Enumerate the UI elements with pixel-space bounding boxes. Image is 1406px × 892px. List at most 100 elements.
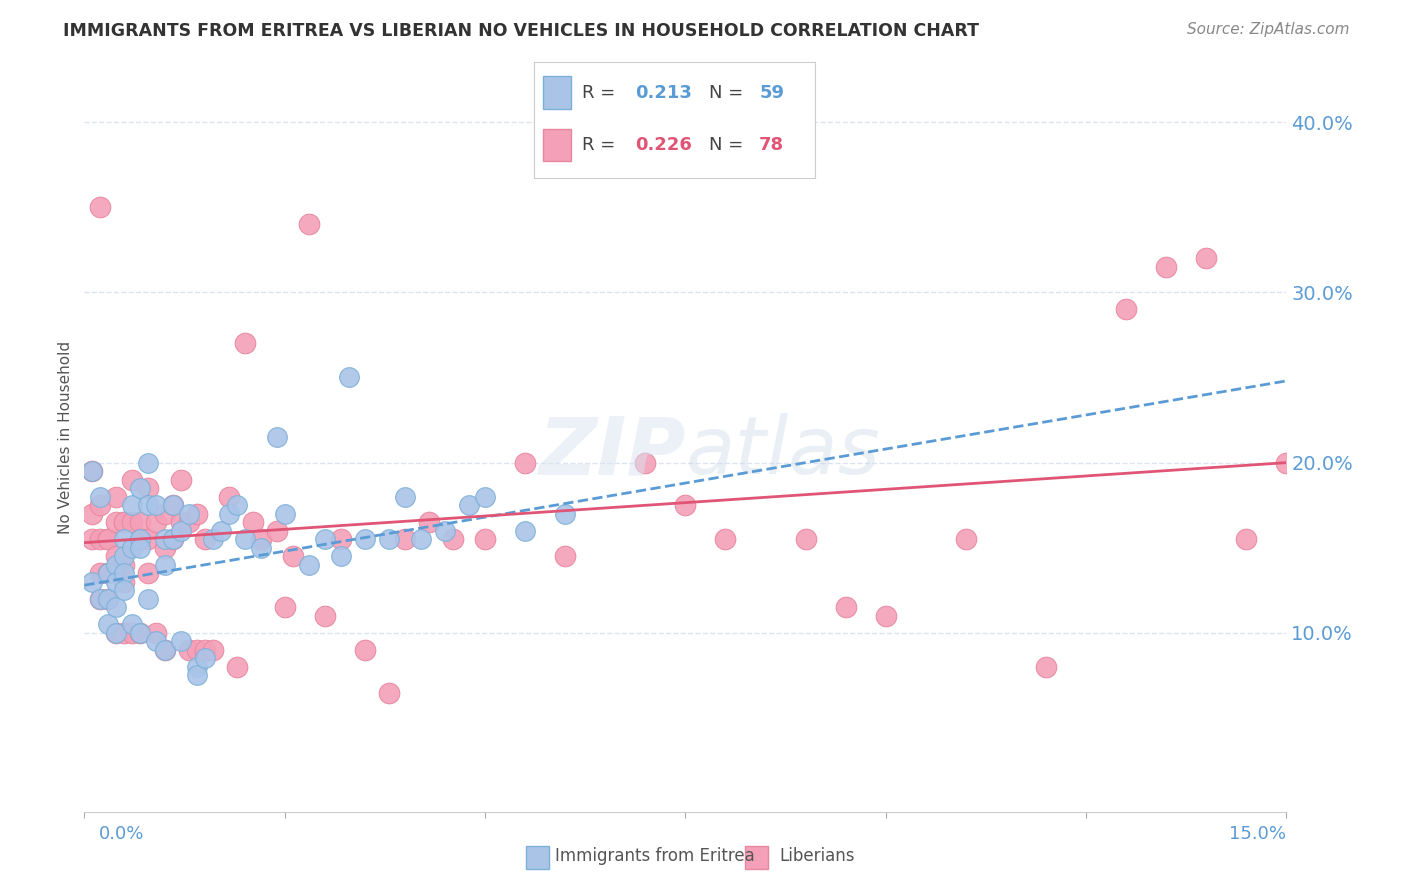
Point [82,464,104,478]
Point [298,558,321,572]
Point [177,643,200,657]
Text: atlas: atlas [686,413,880,491]
Point [634,456,657,470]
Point [82,533,104,547]
Point [875,608,897,623]
Point [153,507,176,521]
Point [274,600,297,615]
Point [138,481,160,495]
Text: R =: R = [582,136,621,153]
Point [515,456,537,470]
Point [441,533,464,547]
Point [114,533,135,547]
Point [162,498,184,512]
Point [105,574,128,589]
Bar [543,128,571,161]
Point [114,515,135,529]
Point [201,533,224,547]
Point [281,549,304,564]
Point [1115,302,1137,317]
Text: Source: ZipAtlas.com: Source: ZipAtlas.com [1187,22,1350,37]
Point [162,498,184,512]
Point [129,626,152,640]
Point [105,600,128,615]
Point [554,549,576,564]
Point [1275,456,1298,470]
Point [97,617,120,632]
Point [201,643,224,657]
Point [162,533,184,547]
Point [218,507,240,521]
Point [105,558,128,572]
Point [169,524,191,538]
Point [249,541,271,555]
Point [129,533,152,547]
Point [89,200,111,214]
Point [105,626,128,640]
Bar [526,846,548,869]
Point [153,541,176,555]
Point [153,533,176,547]
Point [378,533,401,547]
Point [434,524,457,538]
Point [169,634,191,648]
Point [1035,660,1057,674]
Point [515,524,537,538]
Point [138,566,160,581]
Text: IMMIGRANTS FROM ERITREA VS LIBERIAN NO VEHICLES IN HOUSEHOLD CORRELATION CHART: IMMIGRANTS FROM ERITREA VS LIBERIAN NO V… [63,22,979,40]
Point [394,490,416,504]
Point [89,566,111,581]
Text: 0.0%: 0.0% [98,825,143,843]
Point [89,533,111,547]
Point [145,515,167,529]
Point [186,668,208,682]
Point [82,464,104,478]
Point [218,490,240,504]
Point [121,498,143,512]
Point [114,566,135,581]
Text: N =: N = [709,136,748,153]
Point [105,515,128,529]
Point [97,591,120,606]
Point [97,566,120,581]
Point [121,515,143,529]
Point [82,574,104,589]
Point [458,498,481,512]
Point [329,549,352,564]
Text: N =: N = [709,84,748,102]
Text: R =: R = [582,84,621,102]
Point [162,533,184,547]
Bar [745,846,768,869]
Point [209,524,232,538]
Point [138,533,160,547]
Point [378,685,401,699]
Text: 59: 59 [759,84,785,102]
Point [153,643,176,657]
Point [194,651,217,665]
Text: 78: 78 [759,136,785,153]
Text: Liberians: Liberians [779,847,855,865]
Point [169,473,191,487]
Point [145,626,167,640]
Point [314,608,336,623]
Point [138,498,160,512]
Text: Immigrants from Eritrea: Immigrants from Eritrea [555,847,755,865]
Point [114,558,135,572]
Point [233,533,256,547]
Point [121,617,143,632]
Text: 0.213: 0.213 [636,84,692,102]
Point [186,507,208,521]
Point [114,549,135,564]
Point [337,370,360,384]
Point [153,558,176,572]
Point [794,533,817,547]
Point [249,533,271,547]
Point [129,533,152,547]
Point [138,456,160,470]
Point [114,583,135,598]
Point [89,498,111,512]
Point [1234,533,1257,547]
Text: 0.226: 0.226 [636,136,692,153]
Point [298,217,321,231]
Point [266,430,288,444]
